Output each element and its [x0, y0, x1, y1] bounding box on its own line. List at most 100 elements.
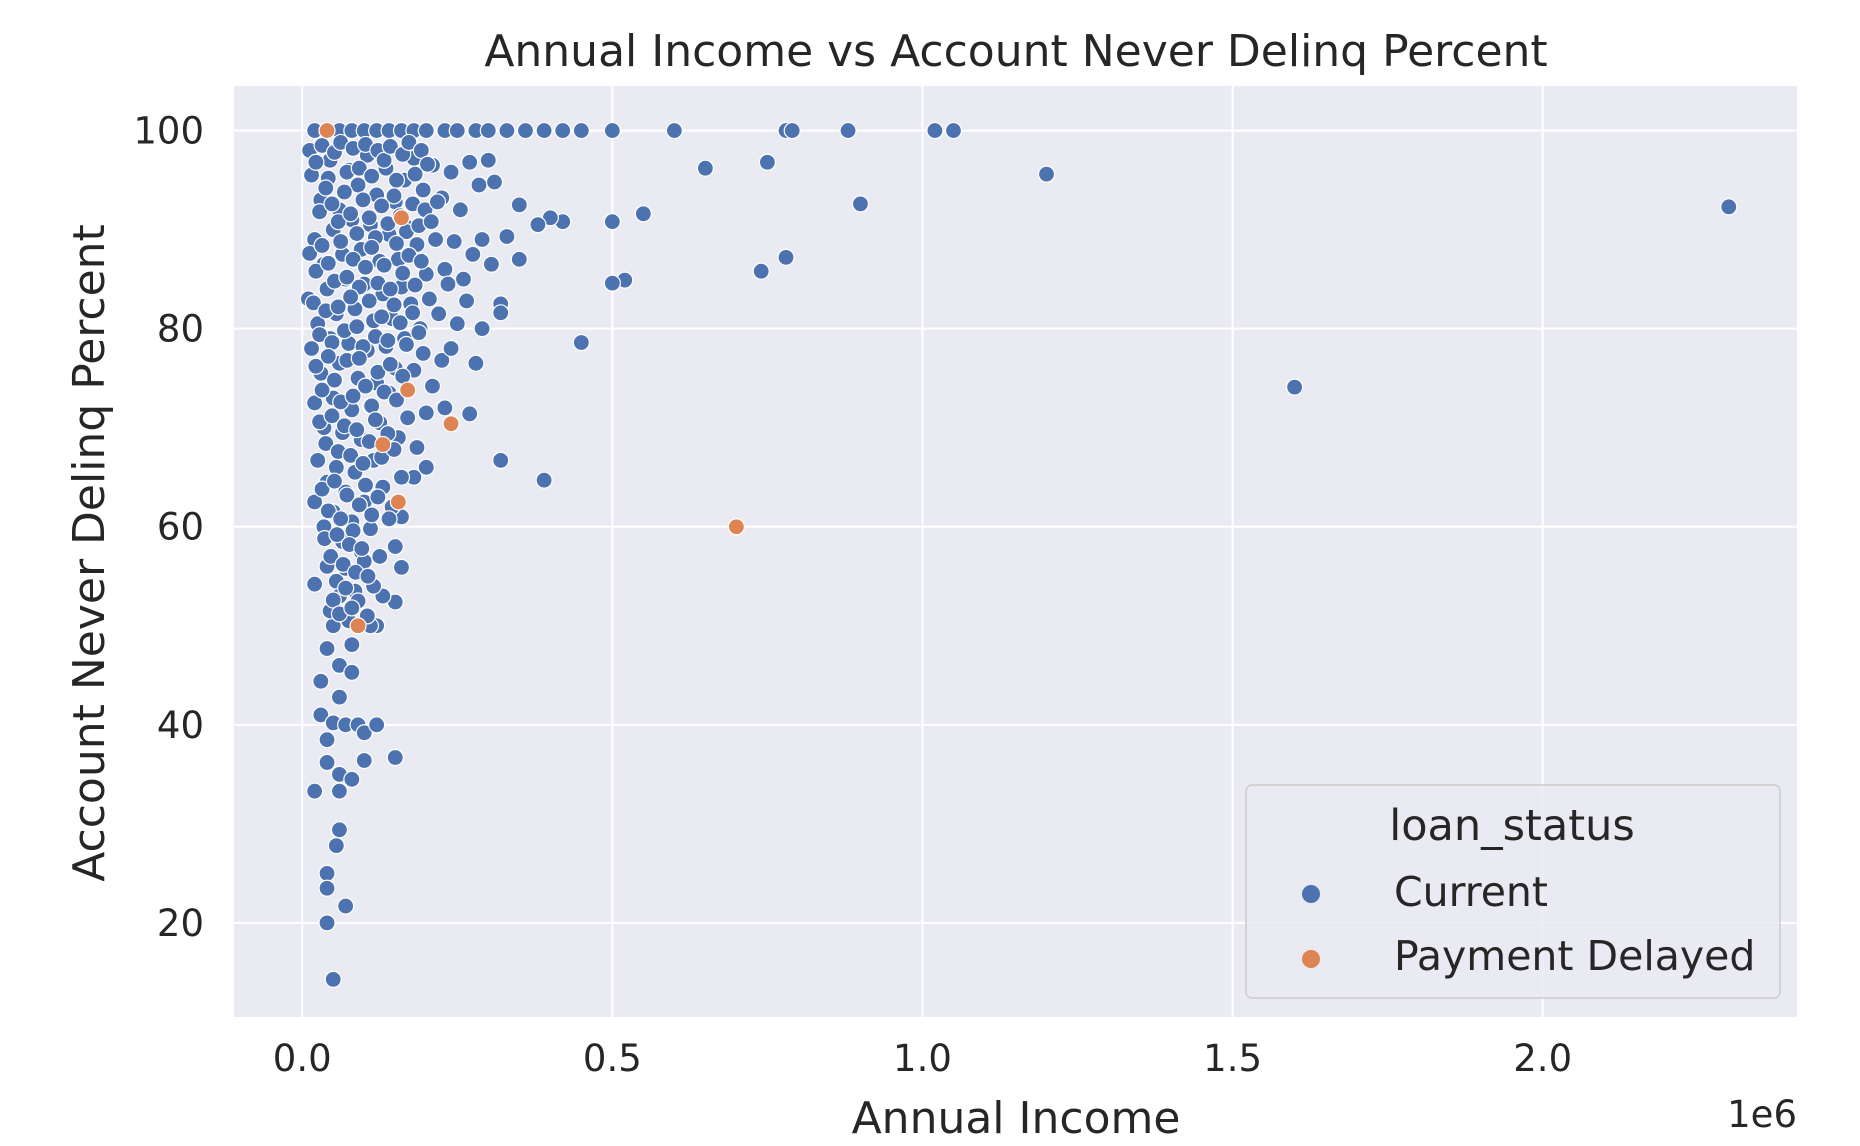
point-current	[665, 121, 683, 140]
point-current	[369, 363, 387, 381]
point-current	[375, 256, 393, 274]
x-tick-label: 1.0	[893, 1037, 952, 1080]
point-current	[420, 290, 438, 308]
point-current	[392, 558, 411, 576]
point-current	[348, 421, 366, 439]
point-current	[461, 405, 479, 423]
point-current	[529, 216, 547, 234]
point-current	[342, 446, 360, 465]
x-tick-label: 1.5	[1203, 1037, 1262, 1080]
x-axis-offset-label: 1e6	[1727, 1093, 1797, 1136]
point-current	[350, 496, 368, 514]
point-current	[350, 349, 368, 367]
point-current	[343, 770, 361, 788]
point-current	[381, 137, 399, 156]
point-current	[406, 276, 424, 294]
point-current	[572, 121, 590, 140]
point-current	[342, 205, 360, 223]
point-current	[325, 371, 344, 389]
point-payment-delayed	[374, 435, 392, 454]
point-current	[479, 151, 497, 169]
point-current	[451, 201, 469, 219]
point-current	[381, 280, 399, 298]
point-current	[317, 179, 335, 197]
y-tick-label: 60	[157, 506, 204, 549]
point-current	[442, 339, 460, 358]
point-current	[332, 232, 350, 251]
point-current	[399, 409, 417, 427]
point-current	[312, 672, 330, 690]
point-current	[330, 782, 349, 800]
x-axis-label: Annual Income	[852, 1093, 1181, 1144]
point-current	[343, 663, 361, 681]
point-current	[313, 381, 331, 399]
point-current	[423, 377, 442, 395]
point-current	[386, 748, 404, 767]
point-current	[310, 325, 329, 344]
point-current	[473, 230, 491, 249]
point-current	[335, 183, 354, 201]
point-payment-delayed	[399, 381, 417, 399]
y-tick-label: 80	[157, 308, 204, 351]
point-current	[323, 407, 341, 425]
point-current	[338, 486, 356, 504]
grid-lines	[234, 86, 1797, 1017]
point-current	[325, 472, 344, 490]
point-current	[461, 153, 479, 171]
point-current	[355, 724, 373, 742]
point-current	[306, 782, 324, 800]
point-current	[375, 383, 393, 401]
point-current	[366, 411, 385, 429]
point-current	[554, 121, 572, 140]
point-current	[482, 255, 500, 273]
legend: loan_status Current Payment Delayed	[1245, 784, 1781, 999]
point-current	[428, 193, 447, 211]
point-current	[1037, 165, 1056, 183]
point-current	[329, 298, 347, 316]
point-current	[356, 377, 375, 395]
point-current	[510, 196, 528, 214]
point-current	[379, 331, 397, 350]
point-current	[436, 260, 454, 278]
point-current	[369, 488, 387, 506]
legend-marker-payment-delayed	[1302, 950, 1320, 968]
point-current	[839, 121, 857, 140]
point-current	[498, 121, 516, 140]
point-payment-delayed	[392, 209, 411, 227]
point-current	[445, 232, 463, 251]
point-current	[391, 314, 409, 332]
x-tick-label: 0.0	[273, 1037, 332, 1080]
point-current	[344, 387, 362, 405]
point-current	[412, 252, 430, 270]
point-current	[439, 275, 457, 293]
point-current	[448, 121, 466, 140]
point-payment-delayed	[727, 518, 745, 536]
point-current	[318, 639, 336, 658]
point-current	[394, 264, 412, 282]
point-current	[343, 635, 361, 654]
point-current	[318, 731, 336, 749]
y-tick-label: 100	[133, 110, 204, 153]
point-current	[436, 399, 454, 417]
chart-title: Annual Income vs Account Never Delinq Pe…	[484, 26, 1547, 77]
point-current	[418, 155, 437, 173]
point-current	[392, 468, 411, 486]
point-current	[319, 502, 337, 520]
point-current	[454, 270, 473, 288]
point-current	[323, 195, 341, 213]
point-current	[485, 173, 504, 191]
point-current	[535, 121, 553, 140]
point-current	[313, 236, 331, 255]
point-payment-delayed	[389, 493, 407, 511]
point-current	[368, 716, 386, 734]
point-current	[317, 434, 335, 453]
point-current	[400, 133, 418, 152]
point-current	[306, 575, 324, 593]
point-current	[603, 274, 621, 292]
point-current	[385, 187, 403, 205]
point-current	[319, 254, 337, 272]
point-current	[479, 121, 497, 140]
point-current	[309, 451, 327, 469]
point-current	[414, 181, 432, 199]
point-current	[397, 335, 416, 354]
